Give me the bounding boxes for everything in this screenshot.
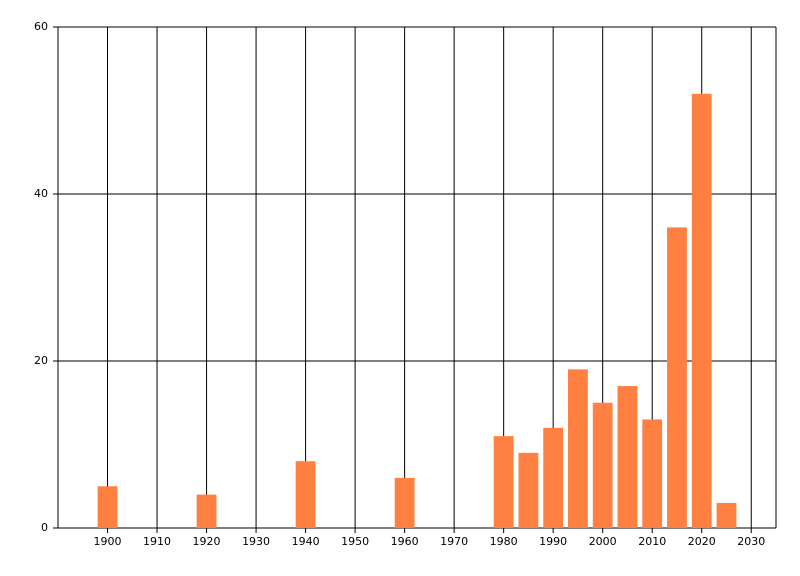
bar — [394, 477, 415, 528]
bar — [493, 436, 514, 528]
bar — [568, 369, 588, 528]
x-tick-label: 2020 — [688, 535, 716, 548]
x-tick-label: 1990 — [539, 535, 567, 548]
x-tick-label: 1970 — [440, 535, 468, 548]
bar — [196, 494, 217, 528]
y-tick-label: 60 — [34, 20, 48, 33]
x-tick-label: 1960 — [391, 535, 419, 548]
x-tick-label: 1910 — [143, 535, 171, 548]
x-tick-label: 1930 — [242, 535, 270, 548]
x-tick-label: 1950 — [341, 535, 369, 548]
x-tick-label: 1900 — [94, 535, 122, 548]
x-tick-label: 1940 — [292, 535, 320, 548]
bar — [642, 419, 663, 528]
bar — [592, 402, 613, 528]
x-tick-label: 2010 — [638, 535, 666, 548]
bar — [543, 427, 564, 528]
bar — [667, 227, 687, 528]
bar — [691, 93, 712, 529]
bar — [97, 486, 118, 528]
bar — [716, 502, 737, 528]
bar — [518, 452, 539, 528]
x-tick-label: 2030 — [737, 535, 765, 548]
bar — [295, 461, 316, 528]
y-tick-label: 20 — [34, 354, 48, 367]
y-tick-label: 40 — [34, 187, 48, 200]
bar — [617, 386, 638, 528]
x-tick-label: 1980 — [490, 535, 518, 548]
x-tick-label: 1920 — [193, 535, 221, 548]
x-tick-label: 2000 — [589, 535, 617, 548]
y-tick-label: 0 — [41, 521, 48, 534]
